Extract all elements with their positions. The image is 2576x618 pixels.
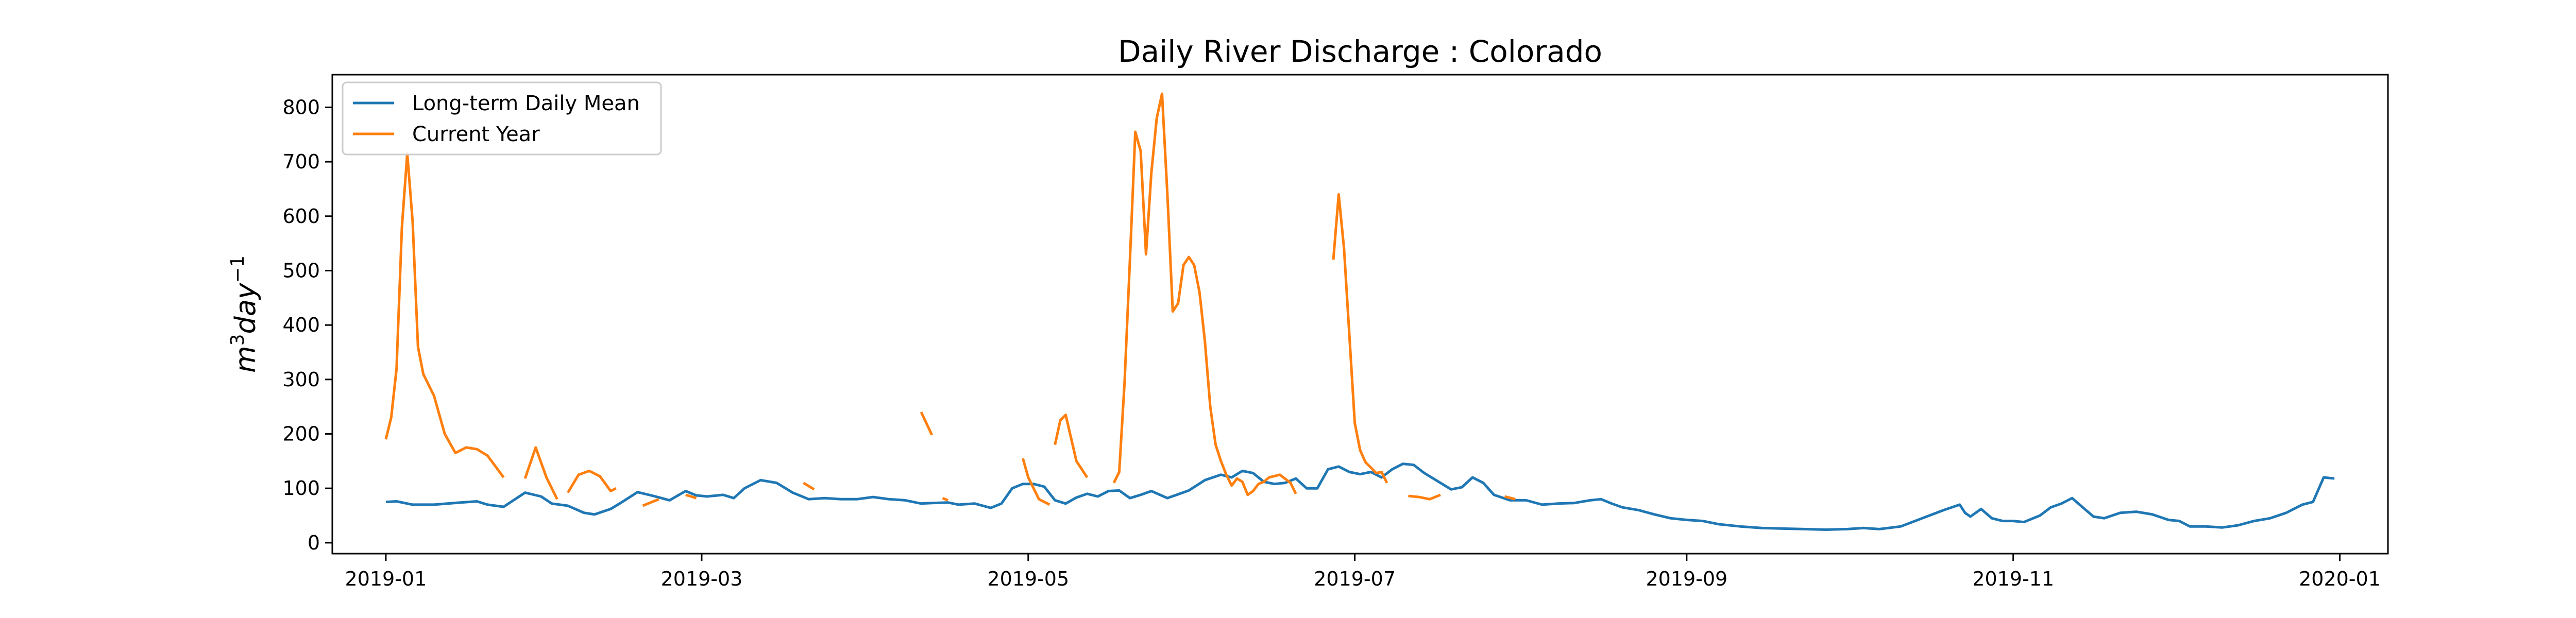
series-line-current-year-segment-7 xyxy=(942,496,948,502)
y-tick-label: 800 xyxy=(282,96,320,118)
series-line-current-year-segment-4 xyxy=(685,493,697,500)
y-axis-label-base: m xyxy=(229,346,262,373)
series-line-current-year-segment-1 xyxy=(523,446,558,500)
series-line-current-year-segment-5 xyxy=(803,482,815,491)
x-tick-label: 2019-09 xyxy=(1646,568,1727,590)
series-line-current-year-segment-11 xyxy=(1332,193,1388,484)
y-tick-label: 0 xyxy=(308,531,320,554)
legend-label: Long-term Daily Mean xyxy=(412,92,640,115)
series-line-long-term-daily-mean-segment-0 xyxy=(385,462,2335,531)
y-tick-label: 100 xyxy=(282,477,320,500)
series-line-current-year-segment-8 xyxy=(1021,458,1050,506)
series-layer xyxy=(384,92,2335,531)
series-line-current-year-segment-9 xyxy=(1054,414,1089,478)
y-tick-label: 400 xyxy=(282,314,320,336)
legend: Long-term Daily Mean Current Year xyxy=(342,81,662,156)
y-tick-label: 200 xyxy=(282,423,320,445)
x-tick-label: 2019-05 xyxy=(987,568,1069,590)
x-tick-label: 2019-07 xyxy=(1314,568,1396,590)
legend-box xyxy=(342,81,662,156)
series-line-current-year-segment-6 xyxy=(920,411,934,436)
y-tick-label: 500 xyxy=(282,259,320,282)
series-line-current-year-segment-2 xyxy=(567,469,617,493)
y-axis: 0 100 200 300 400 500 600 700 800 xyxy=(282,96,332,554)
plot-frame xyxy=(331,74,2389,555)
series-line-current-year-segment-13 xyxy=(1504,495,1516,501)
x-tick-label: 2019-03 xyxy=(661,568,743,590)
chart-title: Daily River Discharge : Colorado xyxy=(1118,34,1602,69)
x-tick-label: 2019-11 xyxy=(1972,568,2054,590)
y-tick-label: 600 xyxy=(282,205,320,228)
x-tick-label: 2020-01 xyxy=(2299,568,2381,590)
series-line-current-year-segment-3 xyxy=(642,497,659,507)
y-tick-label: 700 xyxy=(282,150,320,173)
y-tick-label: 300 xyxy=(282,368,320,391)
series-line-current-year-segment-0 xyxy=(384,152,505,478)
series-line-current-year-segment-10 xyxy=(1112,92,1297,496)
y-axis-label-mid: day xyxy=(229,282,262,334)
y-axis-label-sup-2: −1 xyxy=(227,255,248,283)
y-axis-label: m3day−1 xyxy=(227,255,262,373)
legend-label: Current Year xyxy=(412,123,540,146)
series-line-current-year-segment-12 xyxy=(1408,493,1441,501)
y-axis-label-sup-1: 3 xyxy=(227,334,248,346)
x-tick-label: 2019-01 xyxy=(345,568,427,590)
x-axis: 2019-01 2019-03 2019-05 2019-07 2019-09 2019-… xyxy=(345,554,2381,590)
